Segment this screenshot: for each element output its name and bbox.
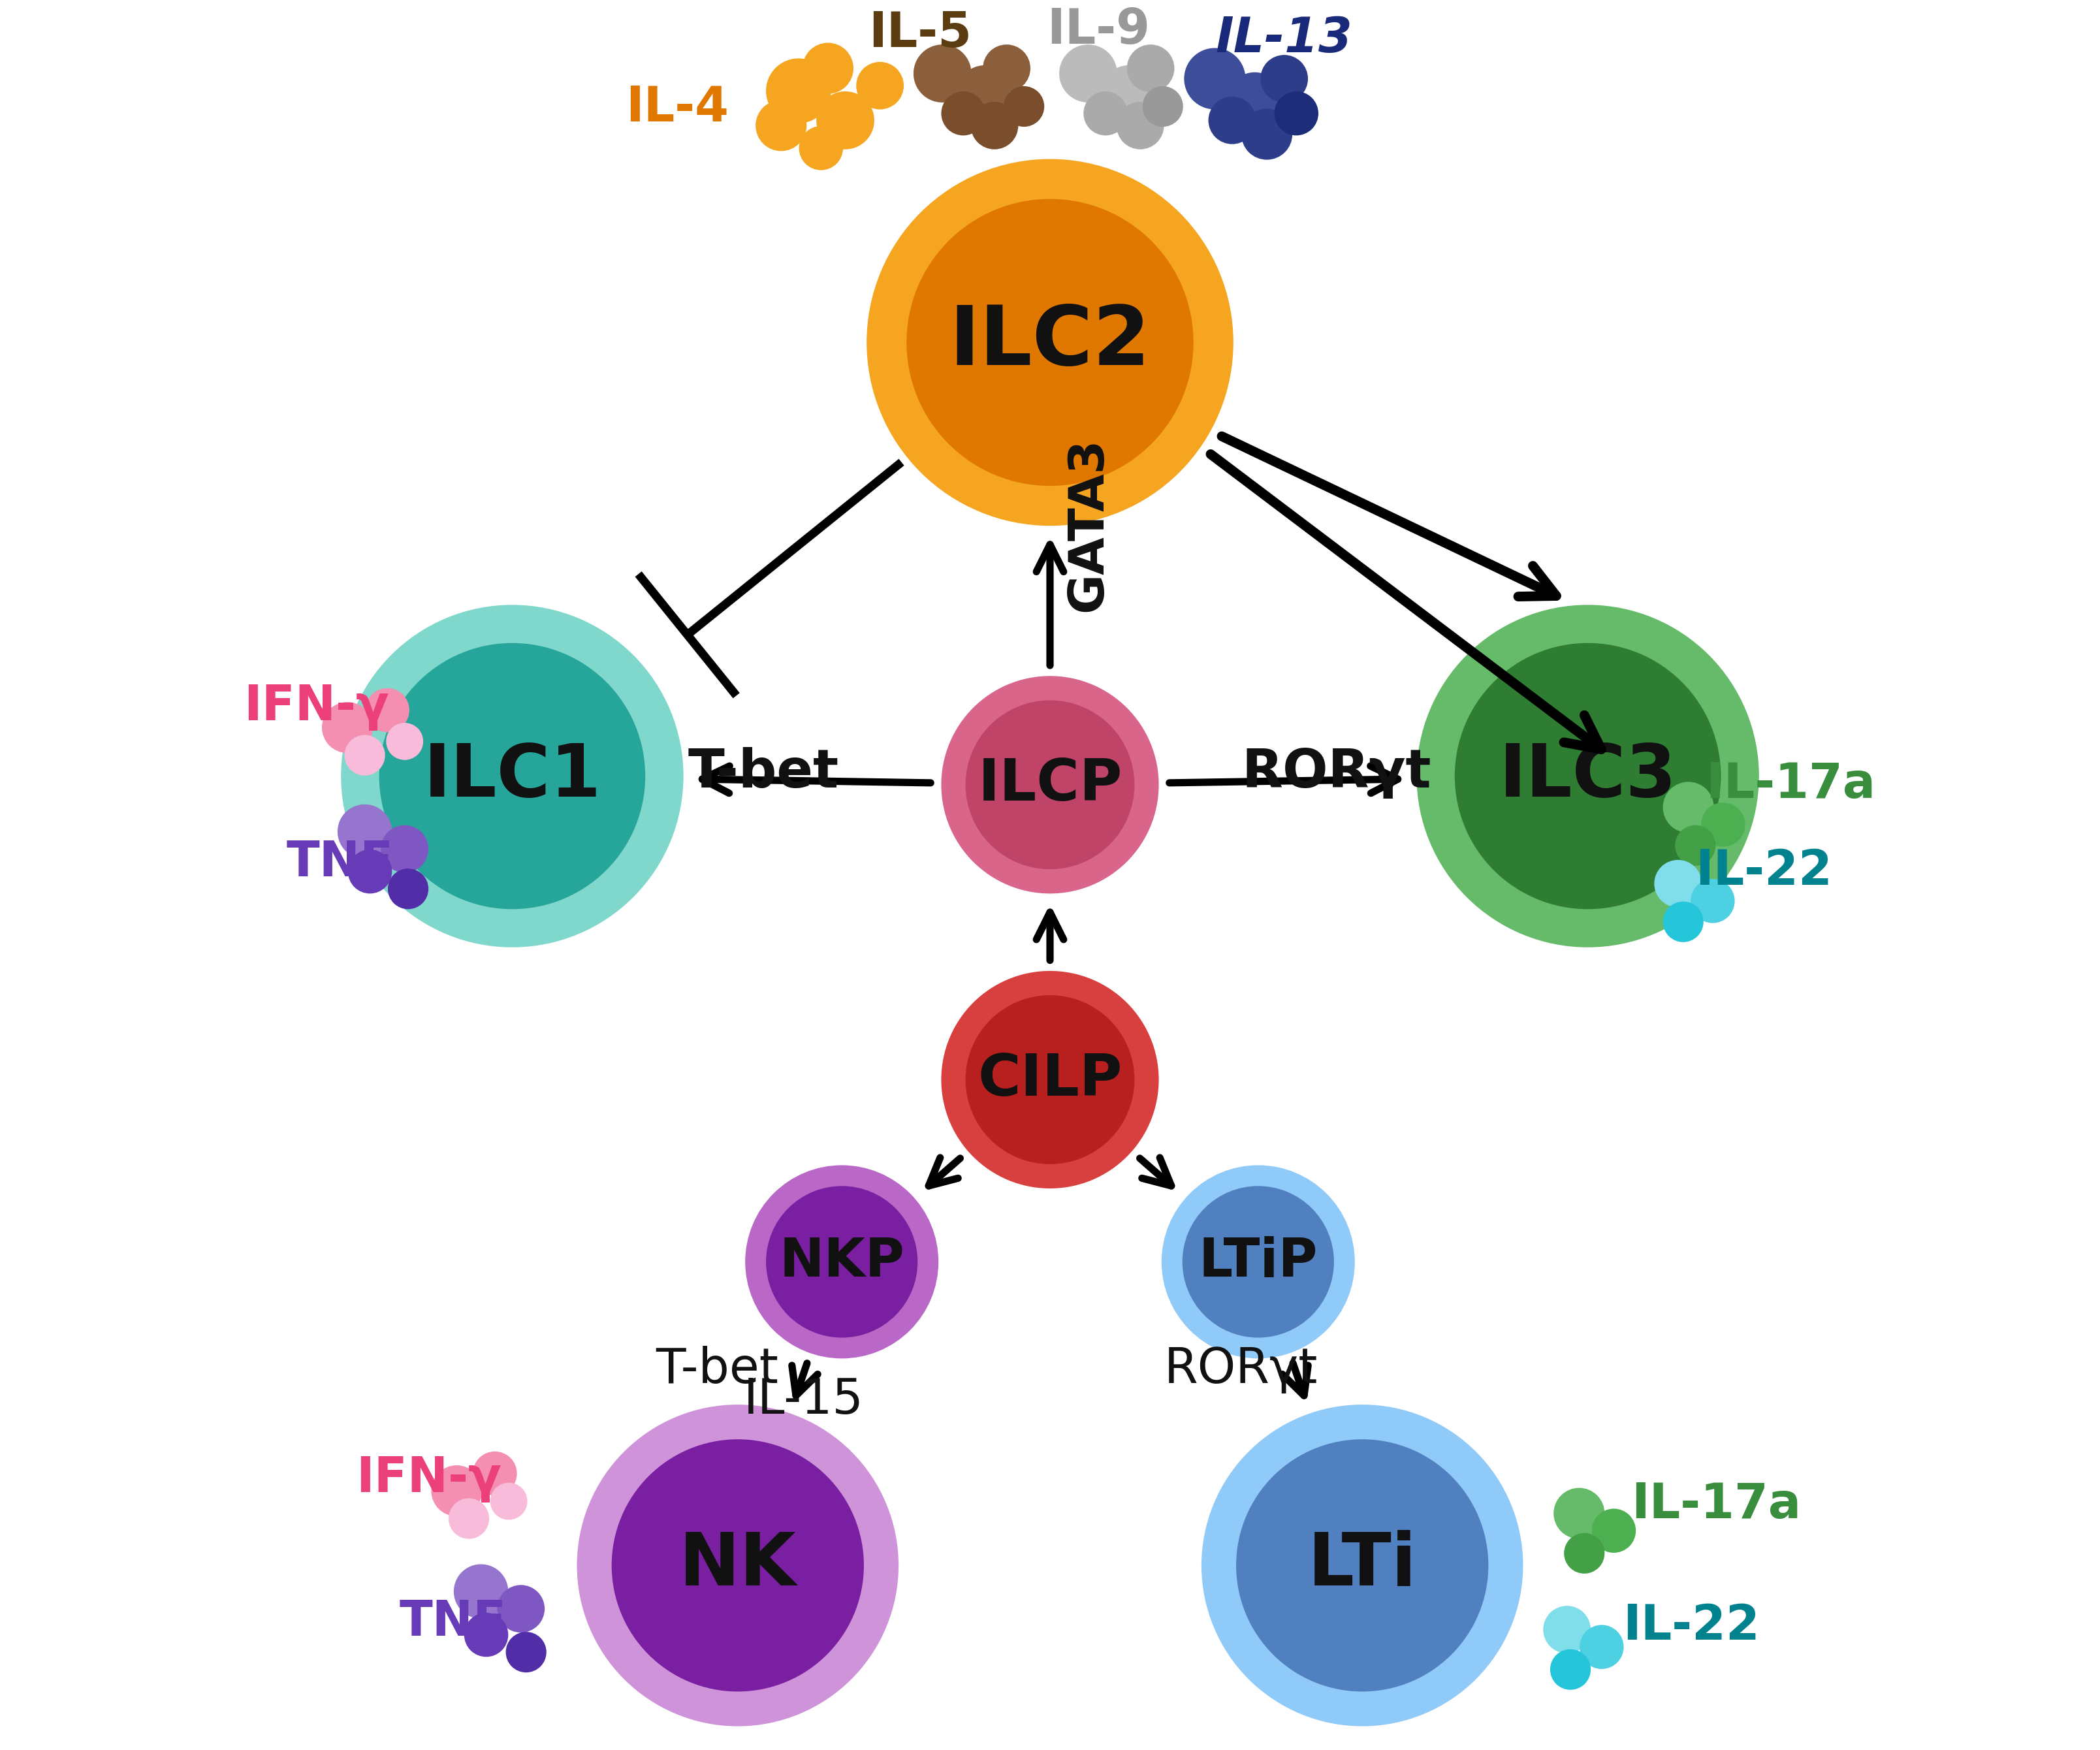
Circle shape [506,1633,546,1671]
Circle shape [1128,46,1174,91]
Circle shape [466,1614,506,1656]
Text: GATA3: GATA3 [1065,438,1113,612]
Circle shape [943,677,1157,893]
Circle shape [1655,861,1701,907]
Circle shape [1581,1626,1623,1668]
Text: IL-4: IL-4 [626,84,729,131]
Text: IL-22: IL-22 [1695,847,1833,896]
Text: IL-22: IL-22 [1623,1603,1760,1650]
Circle shape [817,93,874,149]
Circle shape [1117,103,1163,149]
Circle shape [1210,98,1254,144]
Circle shape [1086,93,1126,135]
Text: IFN-γ: IFN-γ [357,1454,502,1503]
Text: IL-5: IL-5 [867,11,972,58]
Circle shape [342,606,682,947]
Circle shape [368,690,407,732]
Text: IL-9: IL-9 [1048,7,1151,54]
Circle shape [1228,74,1281,126]
Text: IFN-γ: IFN-γ [244,683,389,730]
Circle shape [380,644,645,908]
Circle shape [1552,1650,1590,1689]
Text: IL-15: IL-15 [743,1377,863,1424]
Text: NKP: NKP [779,1236,905,1288]
Text: RORγt: RORγt [1241,747,1430,798]
Text: IL-17a: IL-17a [1705,761,1875,809]
Circle shape [1262,56,1306,102]
Circle shape [1163,1167,1355,1358]
Circle shape [943,93,985,135]
Text: IL-17a: IL-17a [1632,1480,1802,1528]
Circle shape [433,1466,481,1516]
Circle shape [1006,88,1044,126]
Circle shape [1693,880,1732,922]
Text: ILC1: ILC1 [424,740,601,812]
Circle shape [1060,46,1115,102]
Circle shape [1275,93,1317,135]
Text: ILCP: ILCP [979,756,1121,814]
Text: IL-13: IL-13 [1216,16,1352,63]
Circle shape [985,46,1029,91]
Text: T-bet: T-bet [655,1346,779,1393]
Text: ILC3: ILC3 [1499,740,1676,812]
Circle shape [323,704,372,753]
Text: ILC2: ILC2 [949,303,1151,382]
Circle shape [346,737,384,774]
Circle shape [1184,1187,1334,1337]
Text: LTi: LTi [1308,1530,1418,1601]
Circle shape [1594,1510,1634,1552]
Circle shape [1554,1489,1604,1538]
Circle shape [613,1440,863,1691]
Circle shape [943,971,1157,1186]
Text: CILP: CILP [979,1052,1121,1108]
Circle shape [1663,903,1703,942]
Circle shape [1418,606,1758,947]
Circle shape [1663,782,1714,831]
Circle shape [1184,49,1245,109]
Text: TNF: TNF [288,838,395,887]
Circle shape [804,44,853,93]
Circle shape [756,102,806,150]
Circle shape [1243,110,1292,159]
Circle shape [857,63,903,108]
Text: T-bet: T-bet [689,747,840,798]
Circle shape [1565,1535,1604,1572]
Circle shape [766,1187,916,1337]
Circle shape [966,702,1134,868]
Circle shape [386,724,422,760]
Circle shape [498,1586,544,1631]
Circle shape [867,161,1233,525]
Circle shape [456,1566,506,1617]
Circle shape [1544,1607,1590,1652]
Circle shape [382,826,426,872]
Circle shape [746,1167,937,1358]
Circle shape [960,67,1008,116]
Text: LTiP: LTiP [1199,1236,1319,1288]
Circle shape [1676,826,1714,865]
Circle shape [1105,67,1153,116]
Circle shape [338,805,391,858]
Circle shape [449,1500,487,1538]
Circle shape [1203,1405,1522,1725]
Text: NK: NK [678,1530,796,1601]
Circle shape [1144,88,1182,126]
Circle shape [800,128,842,170]
Circle shape [1703,803,1743,845]
Circle shape [1455,644,1720,908]
Text: RORγt: RORγt [1163,1346,1317,1393]
Circle shape [1237,1440,1487,1691]
Circle shape [491,1484,527,1519]
Text: TNF: TNF [399,1600,506,1647]
Circle shape [475,1453,517,1495]
Circle shape [389,870,426,908]
Circle shape [578,1405,897,1725]
Circle shape [966,996,1134,1164]
Circle shape [916,46,970,102]
Circle shape [907,200,1193,485]
Circle shape [972,103,1016,149]
Circle shape [766,60,830,123]
Circle shape [349,851,391,893]
